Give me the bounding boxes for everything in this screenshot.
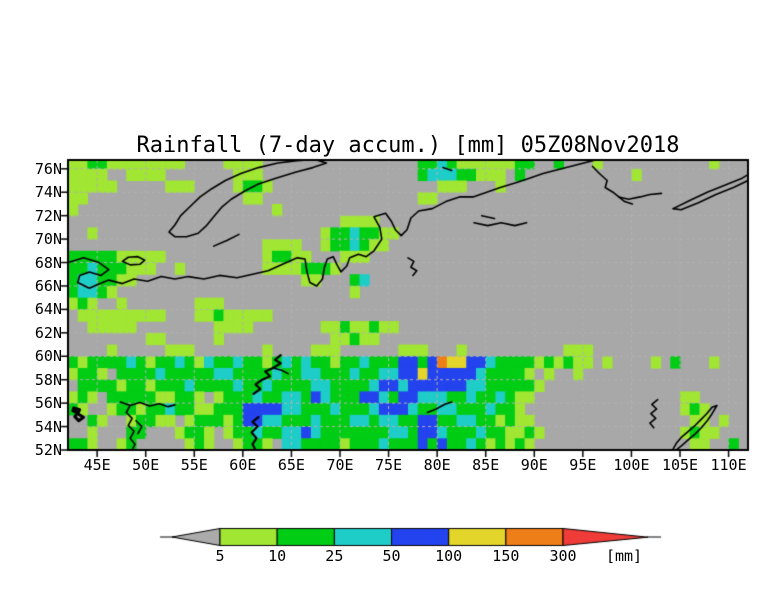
colorbar-units-label: [mm]: [605, 547, 643, 565]
lat-tick-label: 74N: [34, 183, 62, 202]
lat-tick-label: 76N: [34, 159, 62, 178]
lon-tick-label: 80E: [423, 456, 451, 474]
colorbar-tick-label: 50: [382, 547, 401, 565]
lat-tick-label: 70N: [34, 230, 62, 249]
lat-tick-label: 52N: [34, 441, 62, 459]
colorbar-tick-label: 100: [435, 547, 463, 565]
lat-tick-label: 58N: [34, 370, 62, 389]
lat-tick-label: 64N: [34, 300, 62, 319]
lon-tick-label: 50E: [132, 456, 160, 474]
colorbar-tick-label: 150: [492, 547, 520, 565]
lon-tick-label: 85E: [472, 456, 500, 474]
lon-tick-label: 105E: [661, 456, 699, 474]
lon-tick-label: 95E: [569, 456, 597, 474]
lon-tick-label: 65E: [277, 456, 305, 474]
lon-tick-label: 55E: [180, 456, 208, 474]
chart-title: Rainfall (7-day accum.) [mm] 05Z08Nov201…: [136, 133, 680, 158]
lon-tick-label: 60E: [229, 456, 257, 474]
lon-tick-label: 70E: [326, 456, 354, 474]
lat-tick-label: 66N: [34, 276, 62, 295]
colorbar-tick-label: 25: [325, 547, 344, 565]
lon-tick-label: 100E: [613, 456, 650, 474]
lon-tick-label: 90E: [520, 456, 548, 474]
lat-tick-label: 54N: [34, 417, 62, 436]
lon-tick-label: 75E: [375, 456, 403, 474]
lon-tick-label: 45E: [83, 456, 111, 474]
lat-tick-label: 68N: [34, 253, 62, 272]
colorbar-tick-label: 300: [549, 547, 577, 565]
lon-tick-label: 110E: [710, 456, 747, 474]
lat-tick-label: 62N: [34, 323, 62, 342]
lat-tick-label: 60N: [34, 347, 62, 366]
lat-tick-label: 56N: [34, 394, 62, 413]
colorbar-tick-label: 10: [268, 547, 287, 565]
lat-tick-label: 72N: [34, 206, 62, 225]
colorbar-tick-label: 5: [215, 547, 225, 565]
